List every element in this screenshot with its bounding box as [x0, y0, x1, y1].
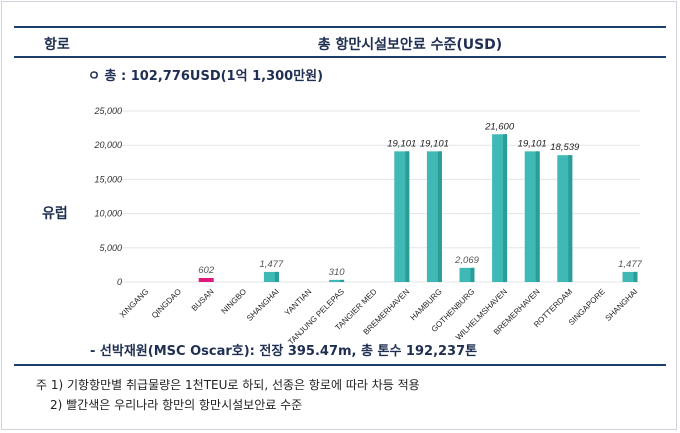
bar-shade	[274, 271, 279, 282]
bottom-rule	[14, 364, 666, 366]
y-tick-label: 15,000	[94, 174, 122, 184]
table-header: 항로 총 항만시설보안료 수준(USD)	[14, 26, 666, 58]
category-label: HAMBURG	[409, 287, 444, 322]
bar-shade	[405, 151, 410, 282]
bar	[263, 271, 279, 282]
bar-shade	[340, 279, 345, 282]
bar-value-label: 1,477	[618, 259, 642, 270]
region-label: 유럽	[42, 206, 68, 222]
category-label: SHANGHAI	[245, 287, 281, 323]
bar-shade	[568, 155, 573, 282]
category-label: QINGDAO	[150, 287, 183, 320]
y-tick-label: 5,000	[99, 243, 122, 253]
category-label: NINGBO	[220, 287, 249, 316]
category-label: YANTIAN	[283, 287, 314, 318]
vessel-spec-line: - 선박재원(MSC Oscar호): 전장 395.47m, 총 톤수 192…	[90, 344, 478, 359]
footnote-2: 2) 빨간색은 우리나라 항만의 항만시설보안료 수준	[50, 398, 303, 412]
bar-shade	[470, 267, 475, 282]
bar-value-label: 19,101	[420, 138, 449, 149]
bar-value-label: 18,539	[550, 142, 580, 153]
y-axis-ticks: 0 5,000 10,000 15,000 20,000 25,000	[93, 106, 122, 287]
bar-value-label: 1,477	[260, 259, 284, 270]
y-tick-label: 25,000	[93, 106, 122, 116]
total-fee-line: ㅇ 총 : 102,776USD(1억 1,300만원)	[88, 69, 324, 84]
bar-value-label: 602	[198, 265, 215, 276]
category-label: TANJUNG PELEPAS	[286, 287, 346, 347]
bar-value-label: 2,069	[454, 255, 479, 266]
y-tick-label: 0	[117, 277, 122, 287]
category-label: SHANGHAI	[603, 287, 639, 323]
category-label: BUSAN	[190, 287, 216, 313]
bar-value-label: 19,101	[387, 138, 416, 149]
bar-value-label: 19,101	[518, 138, 547, 149]
header-security-fee-level: 총 항만시설보안료 수준(USD)	[317, 37, 503, 53]
bar-value-label: 310	[329, 267, 346, 278]
bar	[198, 278, 214, 282]
footnote-1: 주 1) 기항항만별 취급물량은 1천TEU로 하되, 선종은 항로에 따라 차…	[36, 378, 420, 392]
bar-shade	[437, 151, 442, 282]
bar-value-label: 21,600	[484, 121, 515, 132]
y-tick-label: 20,000	[93, 140, 122, 150]
bar-shade	[535, 151, 540, 282]
bar-shade	[633, 271, 638, 282]
header-port: 항로	[44, 37, 70, 53]
bar	[622, 271, 638, 282]
category-label: XINGANG	[118, 287, 150, 319]
bar	[329, 279, 345, 282]
bar-shade	[503, 134, 508, 282]
bars	[198, 134, 638, 282]
y-tick-label: 10,000	[94, 209, 122, 219]
